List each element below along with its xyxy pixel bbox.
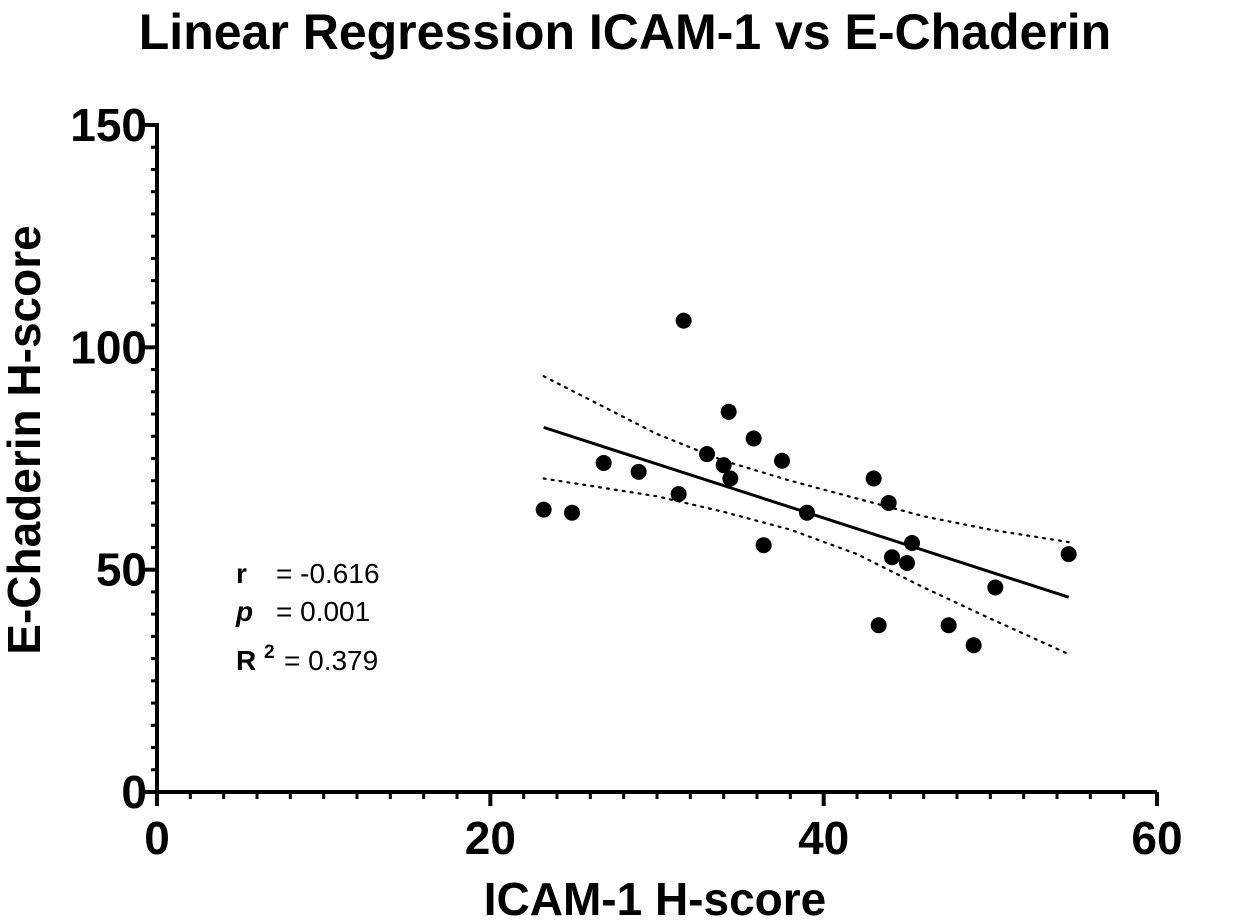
data-point: [799, 504, 815, 521]
data-point: [774, 452, 790, 469]
x-axis-label: ICAM-1 H-score: [484, 873, 827, 924]
data-point: [715, 457, 732, 474]
y-tick-label: 0: [121, 766, 147, 818]
stat-r2: R 2 = 0.379: [236, 633, 378, 676]
data-point: [564, 504, 580, 521]
data-point: [630, 463, 647, 480]
stat-r: r = -0.616: [236, 558, 380, 589]
stat-r2-sup: 2: [264, 642, 275, 663]
stat-r2-key: R: [236, 645, 256, 676]
stat-p-value: = 0.001: [276, 596, 370, 627]
data-point: [670, 486, 687, 503]
confidence-band-upper: [542, 375, 1070, 544]
data-point: [865, 470, 882, 487]
data-point: [940, 617, 957, 634]
axes: [155, 123, 1157, 794]
stat-r-key: r: [236, 558, 247, 589]
data-point: [595, 454, 612, 471]
confidence-band-lower: [542, 477, 1070, 656]
x-tick-label: 60: [1131, 812, 1182, 864]
stats-annotation: r = -0.616 p = 0.001 R 2 = 0.379: [235, 558, 380, 676]
data-point: [755, 537, 772, 554]
data-point: [899, 554, 915, 571]
stat-p-key: p: [235, 596, 253, 627]
x-tick-label: 0: [144, 812, 170, 864]
data-point: [722, 470, 739, 487]
data-point: [699, 446, 715, 463]
stat-r2-value: = 0.379: [284, 645, 378, 676]
data-point: [904, 534, 920, 551]
y-tick-label: 50: [96, 544, 147, 596]
x-tick-label: 20: [465, 812, 516, 864]
data-point: [675, 312, 692, 329]
stat-p: p = 0.001: [235, 596, 370, 627]
y-axis-label: E-Chaderin H-score: [0, 225, 50, 654]
data-point: [884, 549, 900, 566]
data-point: [720, 403, 737, 420]
ticks: [143, 123, 1159, 806]
data-point: [1060, 546, 1077, 563]
x-tick-label: 40: [798, 812, 849, 864]
y-tick-label: 150: [70, 99, 147, 151]
confidence-band: [542, 375, 1070, 656]
data-point: [745, 430, 762, 447]
y-tick-label: 100: [70, 321, 147, 373]
data-point: [535, 501, 552, 518]
tick-labels: 0 50 100 150 0 20 40 60: [70, 99, 1182, 864]
data-point: [870, 617, 887, 634]
data-point: [987, 579, 1004, 596]
data-point: [880, 494, 897, 511]
stat-r-value: = -0.616: [276, 558, 380, 589]
data-points: [535, 312, 1077, 654]
data-point: [965, 637, 982, 654]
chart-title: Linear Regression ICAM-1 vs E-Chaderin: [138, 4, 1112, 60]
